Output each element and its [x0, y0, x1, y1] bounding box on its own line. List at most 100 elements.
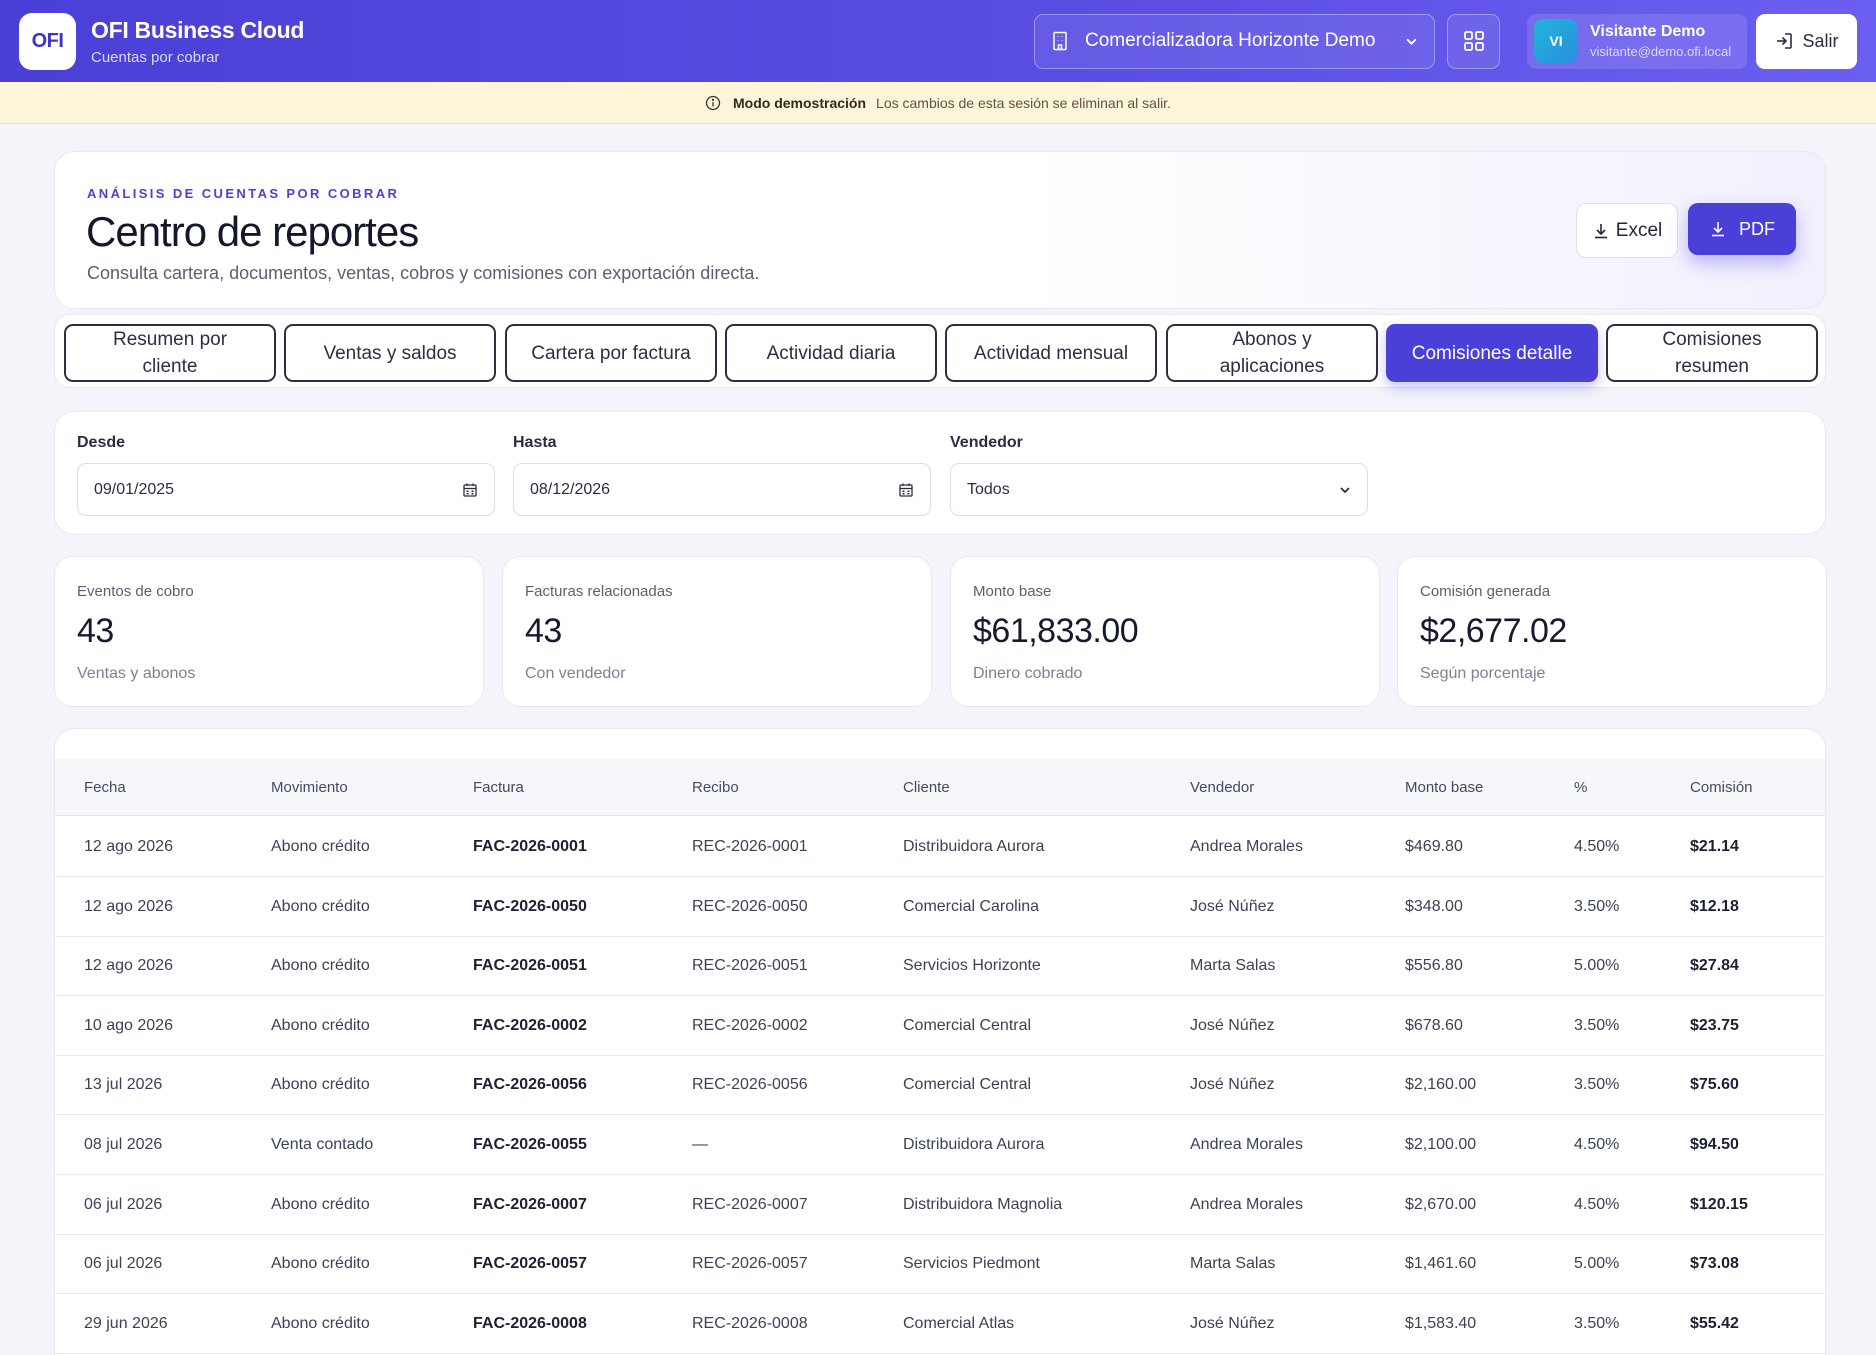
- app-title: OFI Business Cloud: [91, 16, 305, 43]
- cell-monto-base: $2,160.00: [1405, 1076, 1477, 1094]
- tab-resumen-por-cliente[interactable]: Resumen por cliente: [64, 324, 276, 382]
- kpi-label: Comisión generada: [1420, 583, 1551, 600]
- cell-movimiento: Venta contado: [271, 1136, 374, 1153]
- to-label: Hasta: [513, 434, 557, 451]
- tab-abonos-y-aplicaciones[interactable]: Abonos y aplicaciones: [1166, 324, 1378, 382]
- cell-comision: $27.84: [1690, 957, 1739, 975]
- table-row[interactable]: 06 jul 2026 Abono crédito FAC-2026-0057 REC…: [55, 1234, 1825, 1295]
- col-cliente[interactable]: Cliente: [903, 779, 950, 796]
- col-movimiento[interactable]: Movimiento: [271, 779, 348, 796]
- cell-monto-base: $469.80: [1405, 838, 1463, 855]
- cell-fecha: 12 ago 2026: [84, 957, 173, 975]
- apps-button[interactable]: [1447, 13, 1500, 69]
- kpi-card-comision: Comisión generada $2,677.02 Según porcen…: [1397, 556, 1827, 707]
- calendar-icon[interactable]: [898, 482, 914, 498]
- logout-button[interactable]: Salir: [1756, 13, 1857, 69]
- from-date-input[interactable]: 09/01/2025: [77, 463, 495, 516]
- table-row[interactable]: 29 jun 2026 Abono crédito FAC-2026-0008 REC…: [55, 1294, 1825, 1354]
- cell-movimiento: Abono crédito: [271, 1076, 370, 1094]
- seller-value: Todos: [967, 480, 1010, 498]
- grid-icon: [1463, 31, 1484, 51]
- cell-comision: $120.15: [1690, 1195, 1748, 1213]
- cell-recibo: REC-2026-0050: [692, 897, 808, 915]
- cell-porcentaje: 4.50%: [1574, 838, 1620, 855]
- tab-ventas-y-saldos[interactable]: Ventas y saldos: [284, 324, 496, 382]
- tab-actividad-diaria[interactable]: Actividad diaria: [725, 324, 937, 382]
- user-menu[interactable]: VI Visitante Demo visitante@demo.ofi.loc…: [1527, 13, 1747, 69]
- table-row[interactable]: 12 ago 2026 Abono crédito FAC-2026-0001 REC…: [55, 817, 1825, 877]
- cell-monto-base: $556.80: [1405, 957, 1463, 975]
- info-icon: [705, 95, 721, 110]
- cell-cliente: Servicios Piedmont: [903, 1255, 1040, 1273]
- cell-vendedor: José Núñez: [1190, 897, 1275, 915]
- col-vendedor[interactable]: Vendedor: [1190, 779, 1255, 796]
- kpi-subtext: Según porcentaje: [1420, 665, 1546, 682]
- table-row[interactable]: 12 ago 2026 Abono crédito FAC-2026-0050 REC…: [55, 877, 1825, 937]
- page-title: Centro de reportes: [86, 208, 419, 255]
- kpi-value: $61,833.00: [973, 612, 1139, 650]
- col-fecha[interactable]: Fecha: [84, 779, 126, 796]
- cell-cliente: Comercial Central: [903, 1016, 1032, 1034]
- page-description: Consulta cartera, documentos, ventas, co…: [87, 263, 760, 283]
- table-row[interactable]: 10 ago 2026 Abono crédito FAC-2026-0002 REC…: [55, 996, 1825, 1056]
- kpi-label: Eventos de cobro: [77, 583, 194, 600]
- cell-recibo: REC-2026-0057: [692, 1255, 808, 1273]
- calendar-icon[interactable]: [462, 482, 478, 498]
- kpi-card-eventos: Eventos de cobro 43 Ventas y abonos: [54, 556, 484, 707]
- to-date-input[interactable]: 08/12/2026: [513, 463, 931, 516]
- cell-factura: FAC-2026-0055: [473, 1136, 587, 1153]
- tab-actividad-mensual[interactable]: Actividad mensual: [945, 324, 1157, 382]
- cell-movimiento: Abono crédito: [271, 1314, 370, 1332]
- seller-select[interactable]: Todos: [950, 463, 1368, 516]
- cell-factura: FAC-2026-0057: [473, 1255, 587, 1273]
- tab-comisiones-resumen[interactable]: Comisiones resumen: [1606, 324, 1818, 382]
- table-row[interactable]: 13 jul 2026 Abono crédito FAC-2026-0056 REC…: [55, 1055, 1825, 1116]
- col-factura[interactable]: Factura: [473, 779, 524, 796]
- building-icon: [1053, 31, 1067, 51]
- brand: OFI Business Cloud Cuentas por cobrar: [91, 17, 304, 66]
- col-recibo[interactable]: Recibo: [692, 779, 739, 796]
- table-row[interactable]: 06 jul 2026 Abono crédito FAC-2026-0007 REC…: [55, 1175, 1825, 1235]
- user-email: visitante@demo.ofi.local: [1590, 44, 1732, 59]
- kpi-subtext: Dinero cobrado: [973, 665, 1083, 682]
- tab-cartera-por-factura[interactable]: Cartera por factura: [505, 324, 717, 382]
- cell-factura: FAC-2026-0007: [473, 1195, 587, 1213]
- cell-vendedor: Andrea Morales: [1190, 838, 1303, 855]
- tab-comisiones-detalle[interactable]: Comisiones detalle: [1386, 324, 1598, 382]
- cell-recibo: REC-2026-0002: [692, 1016, 808, 1034]
- to-date-value: 08/12/2026: [530, 480, 611, 498]
- chevron-down-icon: [1340, 486, 1350, 493]
- table-header: Fecha Movimiento Factura Recibo Cliente …: [55, 759, 1825, 816]
- col-porcentaje[interactable]: %: [1574, 779, 1588, 796]
- col-monto-base[interactable]: Monto base: [1405, 779, 1484, 796]
- table-row[interactable]: 12 ago 2026 Abono crédito FAC-2026-0051 REC…: [55, 936, 1825, 997]
- company-select[interactable]: Comercializadora Horizonte Demo: [1034, 13, 1435, 69]
- cell-factura: FAC-2026-0051: [473, 957, 587, 975]
- cell-vendedor: José Núñez: [1190, 1076, 1275, 1094]
- table-row[interactable]: 08 jul 2026 Venta contado FAC-2026-0055 — Di…: [55, 1115, 1825, 1175]
- export-excel-button[interactable]: Excel: [1576, 203, 1678, 258]
- cell-comision: $75.60: [1690, 1076, 1739, 1094]
- commissions-table: Fecha Movimiento Factura Recibo Cliente …: [54, 728, 1826, 1355]
- cell-monto-base: $2,100.00: [1405, 1136, 1477, 1153]
- cell-comision: $73.08: [1690, 1255, 1739, 1273]
- col-comision[interactable]: Comisión: [1690, 779, 1753, 796]
- user-info: Visitante Demo visitante@demo.ofi.local: [1590, 23, 1731, 59]
- cell-factura: FAC-2026-0050: [473, 897, 587, 915]
- cell-porcentaje: 3.50%: [1574, 1314, 1620, 1332]
- cell-fecha: 06 jul 2026: [84, 1195, 163, 1213]
- app-subtitle: Cuentas por cobrar: [91, 48, 220, 66]
- cell-monto-base: $348.00: [1405, 897, 1463, 915]
- cell-comision: $12.18: [1690, 897, 1739, 915]
- logout-label: Salir: [1802, 30, 1839, 51]
- export-pdf-button[interactable]: PDF: [1688, 203, 1796, 255]
- cell-movimiento: Abono crédito: [271, 897, 370, 915]
- kpi-card-monto-base: Monto base $61,833.00 Dinero cobrado: [950, 556, 1380, 707]
- cell-porcentaje: 3.50%: [1574, 1016, 1620, 1034]
- cell-movimiento: Abono crédito: [271, 1195, 370, 1213]
- kpi-label: Facturas relacionadas: [525, 583, 673, 600]
- cell-factura: FAC-2026-0002: [473, 1016, 587, 1034]
- cell-porcentaje: 5.00%: [1574, 957, 1620, 975]
- kpi-card-facturas: Facturas relacionadas 43 Con vendedor: [502, 556, 932, 707]
- brand-logo[interactable]: OFI: [19, 12, 76, 70]
